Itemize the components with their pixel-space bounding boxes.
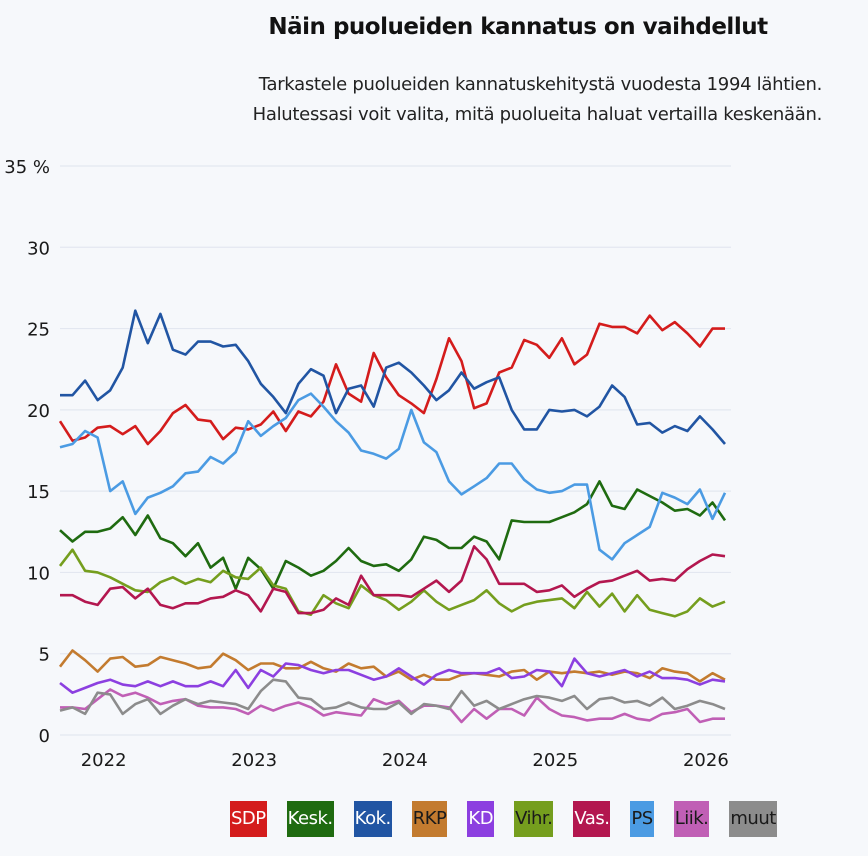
series-line-vihr: [58, 548, 726, 618]
legend-toggle-sdp[interactable]: SDP: [230, 801, 267, 837]
x-tick-label: 2023: [231, 750, 277, 771]
y-tick-label: 10: [27, 563, 50, 584]
series-line-kok: [60, 309, 726, 445]
x-tick-label: 2024: [382, 750, 428, 771]
series-line-muut: [59, 678, 726, 716]
legend-toggle-kesk[interactable]: Kesk.: [286, 801, 334, 837]
series-line-liik: [60, 688, 725, 724]
series-line-ps: [59, 392, 727, 561]
y-tick-label: 25: [27, 320, 50, 341]
subtitle-line-2: Halutessasi voit valita, mitä puolueita …: [252, 104, 823, 125]
x-tick-label: 2026: [683, 750, 729, 771]
y-tick-label: 5: [39, 645, 50, 666]
grid-lines: [60, 165, 731, 736]
series-lines: [58, 309, 727, 724]
subtitle-line-1: Tarkastele puolueiden kannatuskehitystä …: [258, 74, 823, 95]
legend-toggle-liik[interactable]: Liik.: [673, 801, 710, 837]
legend-toggle-rkp[interactable]: RKP: [411, 801, 448, 837]
series-line-sdp: [58, 314, 725, 446]
y-tick-label: 0: [39, 726, 50, 747]
y-tick-label: 15: [27, 482, 50, 503]
x-tick-label: 2025: [532, 750, 578, 771]
legend-toggle-ps[interactable]: PS: [630, 801, 654, 837]
legend: SDP Kesk. Kok. RKP KD Vihr. Vas. PS Liik. muut: [230, 801, 797, 837]
legend-toggle-kok[interactable]: Kok.: [353, 801, 392, 837]
y-axis: 0 5 10 15 20 25 30 35 %: [4, 157, 50, 747]
series-line-kd: [59, 657, 726, 695]
chart-title: Näin puolueiden kannatus on vaihdellut: [268, 14, 768, 40]
y-tick-label: 30: [27, 238, 50, 259]
series-line-vas: [60, 545, 726, 615]
legend-toggle-vas[interactable]: Vas.: [573, 801, 611, 837]
chart-subtitle: Tarkastele puolueiden kannatuskehitystä …: [252, 70, 823, 130]
series-line-kesk: [59, 480, 727, 591]
x-tick-label: 2022: [81, 750, 127, 771]
y-tick-label: 20: [27, 401, 50, 422]
x-axis: 2022 2023 2024 2025 2026: [81, 750, 729, 771]
legend-toggle-vihr[interactable]: Vihr.: [514, 801, 554, 837]
legend-toggle-kd[interactable]: KD: [467, 801, 495, 837]
legend-toggle-muut[interactable]: muut: [729, 801, 777, 837]
y-tick-label: 35 %: [4, 157, 50, 178]
series-line-rkp: [58, 649, 726, 683]
